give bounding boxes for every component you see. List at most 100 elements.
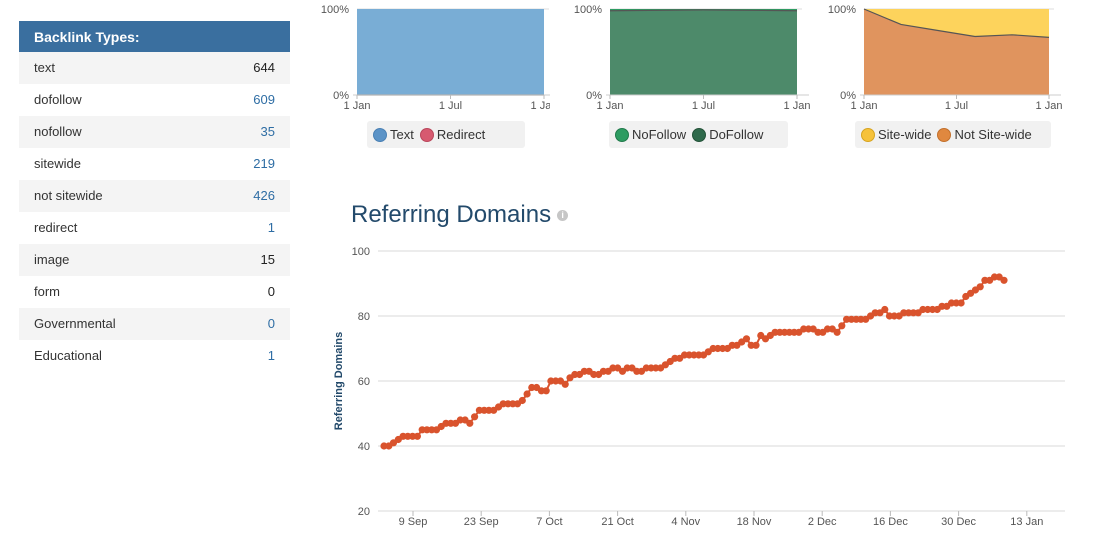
y-tick-label: 100% — [574, 4, 602, 16]
x-tick-label: 9 Sep — [399, 516, 428, 528]
backlink-label: Governmental — [34, 316, 116, 331]
backlink-count[interactable]: 219 — [253, 156, 275, 171]
x-tick-label: 4 Nov — [671, 516, 700, 528]
x-tick-label: 2 Dec — [808, 516, 837, 528]
backlink-label: dofollow — [34, 92, 82, 107]
data-point[interactable] — [838, 322, 846, 330]
backlink-count[interactable]: 426 — [253, 188, 275, 203]
info-icon[interactable]: i — [557, 210, 569, 222]
backlink-row: redirect 1 — [19, 212, 290, 244]
dofollow-swatch-icon — [692, 127, 707, 142]
legend-item-nofollow[interactable]: NoFollow — [615, 127, 686, 142]
data-point[interactable] — [542, 387, 550, 395]
x-tick-label: 1 Jan — [784, 100, 810, 110]
backlink-label: not sitewide — [34, 188, 103, 203]
series-boundary-line — [863, 8, 1050, 38]
sitewide-swatch-icon — [861, 127, 875, 142]
data-point[interactable] — [471, 413, 479, 421]
backlink-label: text — [34, 60, 55, 75]
y-tick-label: 0% — [333, 90, 349, 102]
text-redirect-legend: Text Redirect — [367, 121, 525, 148]
nofollow-dofollow-legend: NoFollow DoFollow — [609, 121, 788, 148]
x-tick-label: 21 Oct — [601, 516, 633, 528]
data-point[interactable] — [561, 380, 569, 388]
backlink-label: form — [34, 284, 60, 299]
x-tick-label: 1 Jul — [692, 100, 715, 110]
backlink-label: redirect — [34, 220, 78, 235]
area-site-wide — [864, 9, 1049, 38]
backlink-row: form 0 — [19, 276, 290, 308]
x-tick-label: 1 Jan — [597, 100, 624, 110]
backlink-row: sitewide 219 — [19, 148, 290, 180]
backlink-count: 644 — [253, 60, 275, 75]
y-tick-label: 20 — [358, 506, 370, 518]
x-tick-label: 18 Nov — [737, 516, 772, 528]
y-tick-label: 40 — [358, 441, 370, 453]
backlink-count: 15 — [260, 252, 275, 267]
referring-domains-title: Referring Domains i — [351, 201, 569, 229]
data-point[interactable] — [957, 299, 965, 307]
backlink-count: 0 — [267, 284, 275, 299]
area-text — [357, 9, 544, 95]
y-tick-label: 100 — [352, 246, 370, 258]
legend-item-redirect[interactable]: Redirect — [419, 127, 485, 142]
redirect-swatch-icon — [419, 127, 434, 142]
nofollow-dofollow-area-chart: 100%0%1 Jan 1 Jul 1 Jan — [574, 4, 810, 110]
legend-item-sitewide[interactable]: Site-wide — [861, 127, 931, 142]
x-tick-label: 7 Oct — [536, 516, 562, 528]
backlink-row: Governmental 0 — [19, 308, 290, 340]
backlink-count[interactable]: 1 — [267, 220, 275, 235]
backlink-label: nofollow — [34, 124, 82, 139]
data-point[interactable] — [742, 335, 751, 343]
area-not-site-wide — [864, 9, 1049, 95]
referring-domains-chart: 20 40 60 80 100 Referring Domains 9 Sep 23 Sep 7… — [333, 246, 1065, 528]
backlink-count[interactable]: 35 — [260, 124, 275, 139]
x-tick-label: 13 Jan — [1010, 516, 1043, 528]
x-tick-label: 1 Jul — [439, 100, 462, 110]
backlink-count[interactable]: 609 — [253, 92, 275, 107]
backlink-count[interactable]: 0 — [267, 316, 275, 331]
backlink-count[interactable]: 1 — [267, 348, 275, 363]
data-point[interactable] — [523, 390, 531, 398]
backlink-types-header: Backlink Types: — [19, 21, 290, 52]
x-tick-label: 1 Jan — [851, 100, 878, 110]
y-tick-label: 0% — [586, 90, 602, 102]
x-tick-label: 30 Dec — [941, 516, 976, 528]
data-point[interactable] — [518, 396, 526, 405]
data-point[interactable] — [413, 432, 421, 440]
data-point[interactable] — [976, 283, 984, 291]
y-tick-label: 80 — [358, 311, 370, 323]
y-tick-label: 0% — [840, 90, 856, 102]
data-point[interactable] — [466, 419, 474, 427]
backlink-row: dofollow 609 — [19, 84, 290, 116]
not-sitewide-swatch-icon — [937, 127, 952, 142]
sitewide-legend: Site-wide Not Site-wide — [855, 121, 1051, 148]
backlink-row: text 644 — [19, 52, 290, 84]
backlink-row: not sitewide 426 — [19, 180, 290, 212]
y-tick-label: 100% — [828, 4, 856, 16]
referring-domains-line — [384, 276, 1005, 447]
data-point[interactable] — [881, 305, 889, 314]
legend-item-not-sitewide[interactable]: Not Site-wide — [937, 127, 1032, 142]
x-tick-label: 16 Dec — [873, 516, 908, 528]
legend-item-text[interactable]: Text — [373, 127, 414, 142]
y-tick-label: 100% — [321, 4, 349, 16]
data-point[interactable] — [752, 341, 760, 349]
x-tick-label: 1 Jan — [344, 100, 371, 110]
x-tick-label: 23 Sep — [464, 516, 499, 528]
legend-item-dofollow[interactable]: DoFollow — [692, 127, 763, 142]
y-axis-label: Referring Domains — [333, 332, 345, 430]
backlink-label: Educational — [34, 348, 102, 363]
y-tick-label: 60 — [358, 376, 370, 388]
backlink-types-panel: Backlink Types: text 644 dofollow 609 nofoll… — [19, 21, 290, 372]
sitewide-area-chart: 100%0%1 Jan 1 Jul 1 Jan — [828, 4, 1063, 110]
x-tick-label: 1 Jul — [945, 100, 968, 110]
data-point[interactable] — [833, 328, 841, 336]
data-point[interactable] — [1000, 276, 1008, 284]
area-dofollow — [610, 9, 797, 95]
backlink-label: image — [34, 252, 70, 267]
backlink-label: sitewide — [34, 156, 81, 171]
backlink-row: nofollow 35 — [19, 116, 290, 148]
x-tick-label: 1 Jan — [1036, 100, 1063, 110]
